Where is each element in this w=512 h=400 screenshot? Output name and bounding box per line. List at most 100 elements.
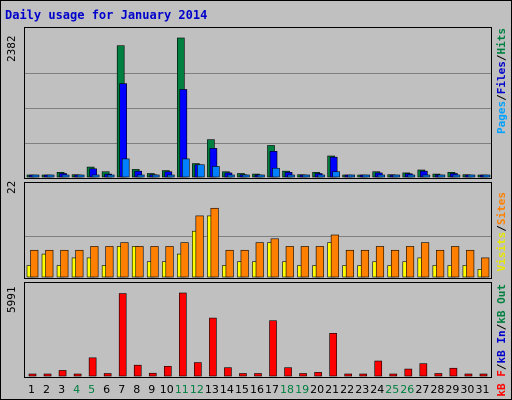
- bar-kbytes-day-21: [329, 333, 337, 377]
- bar-pages-day-16: [257, 174, 265, 178]
- day-label: 26: [400, 383, 415, 396]
- sites-visits-chart: [25, 207, 491, 278]
- bar-pages-day-4: [76, 174, 85, 178]
- bar-sites-day-2: [45, 249, 54, 278]
- day-label: 28: [430, 383, 445, 396]
- bar-pages-day-21: [332, 171, 340, 178]
- day-label: 18: [280, 383, 295, 396]
- legend-part: Visits: [495, 231, 508, 272]
- bar-sites-day-27: [421, 242, 430, 278]
- bar-sites-day-25: [390, 249, 400, 278]
- bar-pages-day-12: [197, 164, 205, 178]
- bar-sites-day-15: [240, 249, 249, 278]
- day-label: 30: [460, 383, 475, 396]
- bar-pages-day-9: [151, 174, 160, 178]
- bar-pages-day-29: [452, 174, 461, 178]
- bar-sites-day-5: [90, 246, 99, 278]
- bar-kbytes-day-5: [88, 357, 97, 377]
- bar-kbytes-day-9: [148, 372, 157, 377]
- legend-part: /: [495, 323, 508, 331]
- bar-sites-day-22: [345, 249, 354, 278]
- bar-pages-day-27: [422, 174, 431, 178]
- bar-kbytes-day-20: [314, 372, 322, 377]
- bar-kbytes-day-16: [254, 373, 262, 377]
- bar-sites-day-29: [451, 246, 460, 278]
- bar-sites-day-26: [406, 246, 415, 278]
- bar-kbytes-day-17: [269, 320, 277, 377]
- day-label: 19: [295, 383, 310, 396]
- day-label: 31: [475, 383, 490, 396]
- bar-pages-day-8: [136, 174, 145, 178]
- bar-sites-day-31: [481, 257, 490, 278]
- chart-title: Daily usage for January 2014: [5, 8, 208, 22]
- bar-sites-day-21: [330, 234, 339, 278]
- y-max-label-sites: 22: [5, 180, 18, 194]
- bar-kbytes-day-29: [449, 367, 458, 377]
- day-label: 24: [370, 383, 385, 396]
- sites-visits-panel: [24, 182, 492, 279]
- bar-pages-day-11: [182, 158, 190, 178]
- bar-sites-day-18: [285, 246, 294, 278]
- bar-sites-day-1: [30, 249, 39, 278]
- hits-files-pages-chart: [25, 37, 491, 178]
- day-label: 23: [355, 383, 370, 396]
- bar-sites-day-7: [120, 242, 129, 278]
- day-label: 22: [340, 383, 355, 396]
- bar-kbytes-day-10: [163, 366, 172, 377]
- legend-part: Hits: [495, 28, 508, 55]
- day-label: 13: [204, 383, 219, 396]
- bar-kbytes-day-12: [194, 362, 202, 377]
- bar-sites-day-16: [255, 242, 264, 278]
- day-label: 3: [58, 383, 66, 396]
- legend-part: /: [495, 94, 508, 101]
- day-label: 8: [133, 383, 141, 396]
- bar-sites-day-11: [180, 242, 189, 278]
- bar-kbytes-day-18: [284, 367, 292, 377]
- bar-kbytes-day-8: [133, 364, 142, 377]
- hits-files-pages-panel: [24, 27, 492, 179]
- legend-part: Pages: [495, 100, 508, 134]
- bar-kbytes-day-2: [43, 373, 52, 377]
- bar-sites-day-14: [225, 249, 234, 278]
- bar-pages-day-7: [121, 158, 130, 178]
- bar-pages-day-2: [46, 174, 55, 178]
- legend-part: /: [495, 363, 508, 371]
- bar-kbytes-day-13: [209, 317, 217, 377]
- bar-pages-day-1: [31, 174, 40, 178]
- bar-sites-day-3: [60, 249, 69, 278]
- bar-pages-day-23: [362, 174, 371, 178]
- bar-kbytes-day-15: [239, 373, 247, 377]
- bar-pages-day-30: [467, 174, 476, 178]
- day-label: 16: [249, 383, 264, 396]
- bar-kbytes-day-31: [479, 373, 488, 377]
- kbytes-panel: [24, 282, 492, 378]
- bar-sites-day-12: [195, 215, 204, 278]
- bar-kbytes-day-30: [464, 373, 473, 377]
- legend-visits-sites: Visits/Sites: [495, 192, 508, 272]
- bar-sites-day-4: [75, 249, 84, 278]
- bar-sites-day-6: [105, 246, 114, 278]
- bar-pages-day-19: [302, 174, 310, 178]
- bar-kbytes-day-11: [179, 292, 187, 377]
- bar-pages-day-18: [287, 174, 295, 178]
- bar-sites-day-17: [270, 238, 279, 278]
- bar-kbytes-day-4: [73, 373, 82, 377]
- bar-kbytes-day-25: [389, 373, 398, 377]
- bar-pages-day-14: [227, 174, 235, 178]
- legend-part: Files: [495, 61, 508, 95]
- legend-part: kB F: [495, 370, 508, 397]
- bar-pages-day-3: [61, 174, 70, 178]
- day-label: 5: [88, 383, 96, 396]
- bar-sites-day-19: [300, 246, 309, 278]
- bar-pages-day-5: [91, 174, 100, 178]
- legend-kbytes: kB F/kB In/kB Out: [495, 284, 508, 397]
- bar-sites-day-20: [315, 246, 324, 278]
- day-label: 10: [159, 383, 174, 396]
- day-label: 2: [43, 383, 51, 396]
- bar-pages-day-25: [392, 174, 401, 178]
- day-label: 25: [385, 383, 400, 396]
- legend-part: /: [495, 225, 508, 232]
- bar-sites-day-10: [165, 246, 174, 278]
- bar-kbytes-day-14: [224, 367, 232, 377]
